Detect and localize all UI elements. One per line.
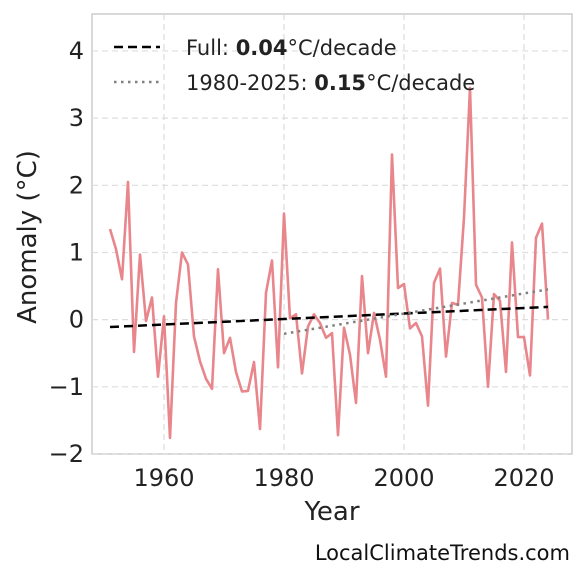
x-tick-label: 2020	[493, 464, 554, 492]
legend-recent-label: 1980-2025: 0.15°C/decade	[186, 71, 475, 95]
legend-recent-name: 1980-2025	[186, 71, 300, 95]
series-layer	[108, 86, 550, 440]
y-tick-label: 2	[69, 171, 84, 199]
full-trend-line	[109, 305, 549, 329]
legend-recent-rate: 0.15	[314, 71, 366, 95]
y-tick-label: 3	[69, 104, 84, 132]
y-tick-label: −2	[49, 440, 84, 468]
x-tick-label: 2000	[373, 464, 434, 492]
legend: Full: 0.04°C/decade 1980-2025: 0.15°C/de…	[114, 36, 475, 95]
legend-full-rate: 0.04	[236, 36, 288, 60]
tick-labels: 1960 1980 2000 2020 −2 −1 0 1 2 3 4	[49, 37, 555, 492]
legend-full-label: Full: 0.04°C/decade	[186, 36, 397, 60]
anomaly-series-line	[108, 86, 550, 440]
recent-trend-line	[283, 288, 549, 336]
y-axis-title: Anomaly (°C)	[13, 150, 43, 324]
x-tick-label: 1960	[133, 464, 194, 492]
y-tick-label: −1	[49, 373, 84, 401]
watermark: LocalClimateTrends.com	[315, 541, 570, 565]
y-tick-label: 0	[69, 306, 84, 334]
y-tick-label: 4	[69, 37, 84, 65]
legend-full-name: Full	[186, 36, 222, 60]
y-tick-label: 1	[69, 238, 84, 266]
x-axis-title: Year	[303, 497, 359, 527]
x-tick-label: 1980	[253, 464, 314, 492]
legend-full-unit: °C/decade	[288, 36, 397, 60]
legend-recent-unit: °C/decade	[366, 71, 475, 95]
